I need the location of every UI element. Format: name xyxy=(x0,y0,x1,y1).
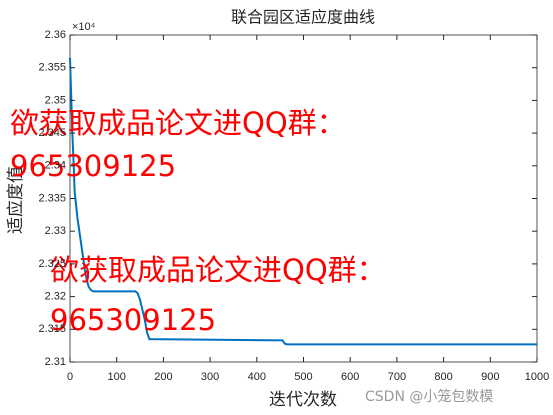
y-tick-label: 2.33 xyxy=(45,225,66,237)
y-axis-label: 适应度值 xyxy=(6,166,26,234)
x-tick-label: 600 xyxy=(341,371,359,383)
x-tick-label: 500 xyxy=(294,371,312,383)
y-tick-label: 2.34 xyxy=(45,160,66,172)
watermark: 965309125 xyxy=(50,303,216,337)
x-tick-label: 400 xyxy=(248,371,266,383)
x-tick-label: 300 xyxy=(201,371,219,383)
x-tick-label: 1000 xyxy=(525,371,549,383)
x-tick-label: 700 xyxy=(388,371,406,383)
y-tick-label: 2.31 xyxy=(45,356,66,368)
watermark: 欲获取成品论文进QQ群： xyxy=(10,106,346,140)
y-tick-label: 2.345 xyxy=(38,127,66,139)
y-tick-label: 2.35 xyxy=(45,94,66,106)
plot-box xyxy=(69,34,538,363)
x-tick-label: 900 xyxy=(481,371,499,383)
site-watermark: CSDN @小笼包数模 xyxy=(365,388,493,405)
chart-title: 联合园区适应度曲线 xyxy=(231,8,375,27)
y-tick-label: 2.325 xyxy=(38,258,66,270)
y-tick-label: 2.315 xyxy=(38,323,66,335)
x-axis-label: 迭代次数 xyxy=(269,390,337,410)
y-multiplier: ×10⁴ xyxy=(72,21,96,33)
y-tick-label: 2.335 xyxy=(38,192,66,204)
x-tick-label: 100 xyxy=(108,371,126,383)
y-tick-label: 2.32 xyxy=(45,291,66,303)
data-line xyxy=(69,57,537,346)
watermark: 欲获取成品论文进QQ群： xyxy=(50,253,386,287)
watermark: 965309125 xyxy=(10,149,176,183)
plot-area xyxy=(69,57,537,346)
x-tick-label: 0 xyxy=(67,371,73,383)
y-tick-label: 2.355 xyxy=(38,62,66,74)
x-tick-label: 200 xyxy=(154,371,172,383)
y-tick-label: 2.36 xyxy=(45,29,66,41)
x-tick-label: 800 xyxy=(434,371,452,383)
